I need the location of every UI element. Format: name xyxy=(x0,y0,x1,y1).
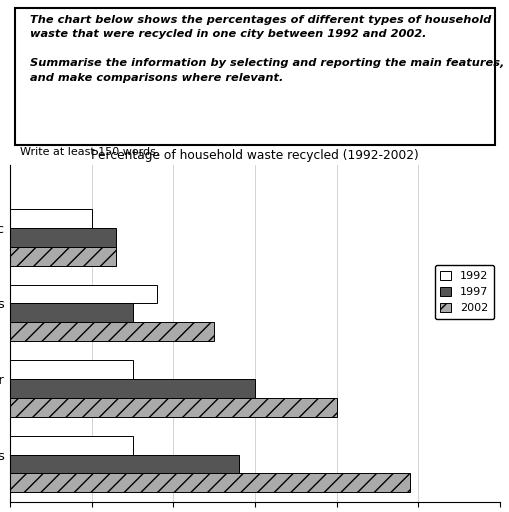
Bar xyxy=(10,436,132,455)
Bar xyxy=(10,209,92,228)
Bar xyxy=(10,474,409,493)
Bar xyxy=(10,398,336,417)
Legend: 1992, 1997, 2002: 1992, 1997, 2002 xyxy=(434,265,493,319)
Bar xyxy=(10,455,238,474)
Bar xyxy=(10,247,116,266)
FancyBboxPatch shape xyxy=(15,8,494,144)
Bar xyxy=(10,228,116,247)
Bar xyxy=(10,360,132,379)
Bar xyxy=(10,304,132,322)
Bar xyxy=(10,322,214,341)
Text: Write at least 150 words.: Write at least 150 words. xyxy=(20,147,159,157)
Text: The chart below shows the percentages of different types of household
waste that: The chart below shows the percentages of… xyxy=(30,15,503,82)
Bar xyxy=(10,379,254,398)
Bar xyxy=(10,285,157,304)
Title: Percentage of household waste recycled (1992-2002): Percentage of household waste recycled (… xyxy=(91,148,418,162)
